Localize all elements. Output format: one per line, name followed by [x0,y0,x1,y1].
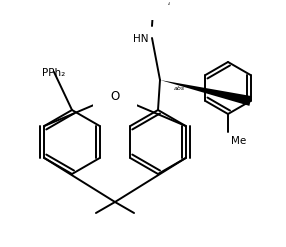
Polygon shape [160,80,252,106]
Text: abs: abs [174,85,185,90]
Text: HN: HN [132,34,148,44]
Text: S: S [150,0,158,2]
Text: O: O [110,89,120,103]
Text: abs: abs [168,1,179,6]
Text: Me: Me [231,136,246,146]
Text: PPh₂: PPh₂ [42,68,65,78]
